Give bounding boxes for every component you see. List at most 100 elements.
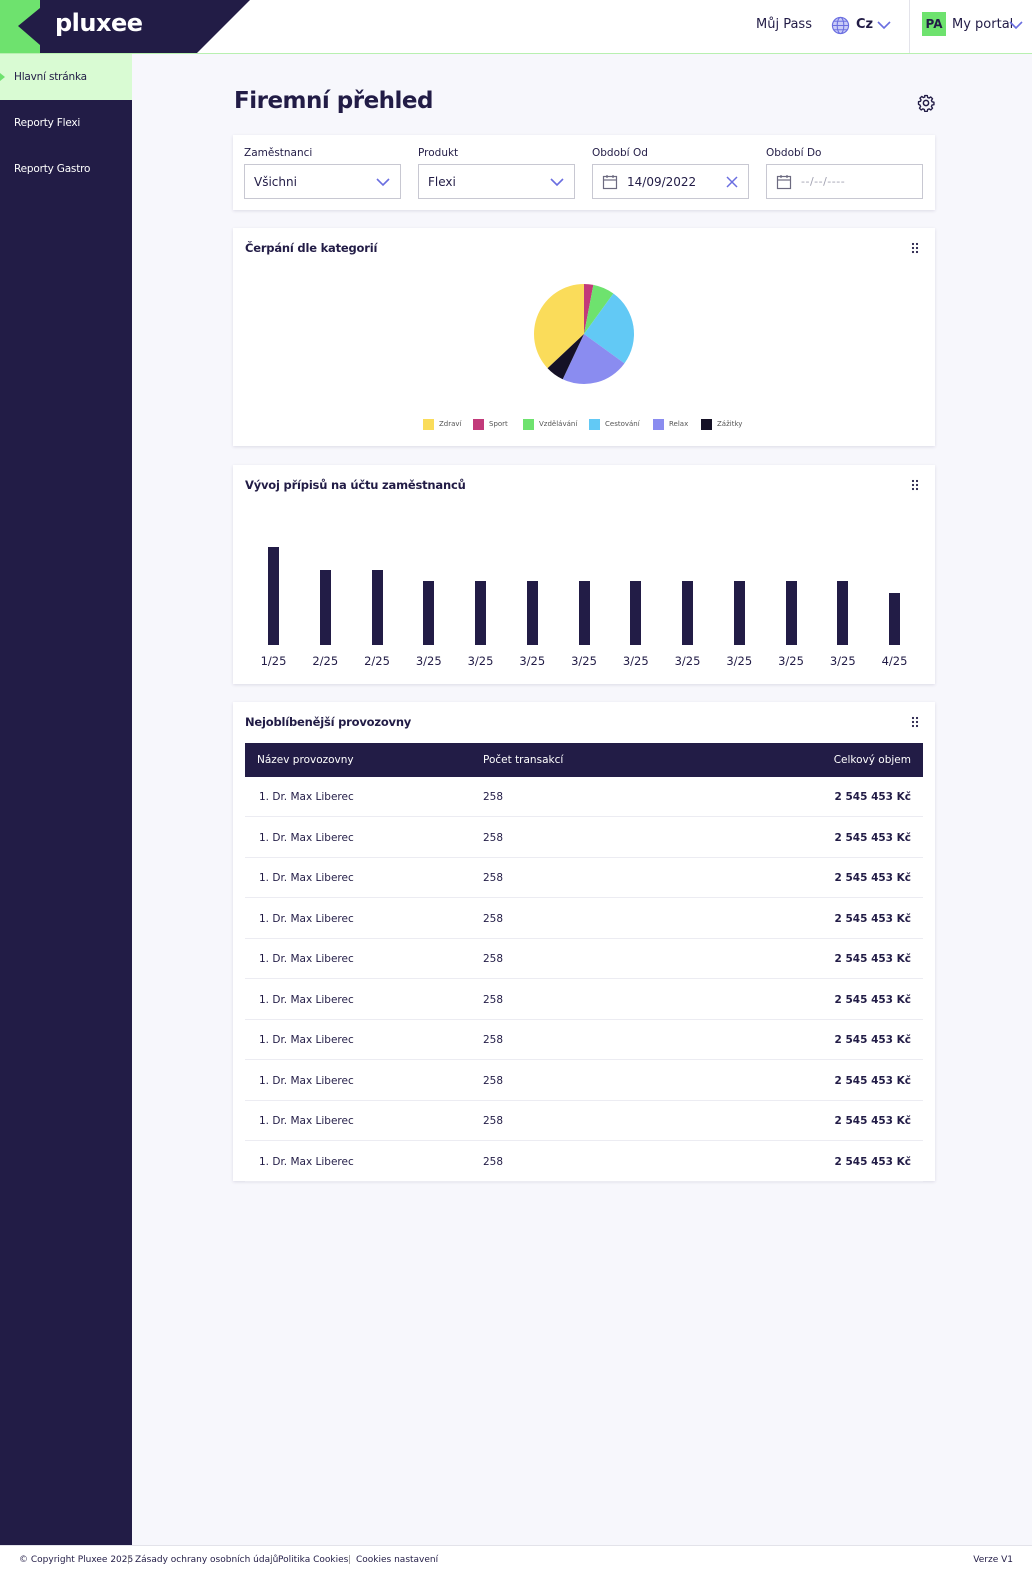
product-select[interactable]: Flexi — [418, 164, 575, 199]
period-from-value: 14/09/2022 — [627, 175, 697, 189]
volume-cell: 2 545 453 Kč — [834, 1034, 911, 1046]
venue-name-cell: 1. Dr. Max Liberec — [259, 831, 354, 844]
table-row[interactable]: 1. Dr. Max Liberec 258 2 545 453 Kč — [245, 818, 923, 858]
x-tick-label: 3/25 — [415, 654, 442, 668]
x-tick-label: 1/25 — [260, 654, 287, 668]
language-selector[interactable]: Cz — [856, 17, 874, 32]
bar-2[interactable] — [319, 569, 331, 645]
bar-9[interactable] — [682, 581, 693, 645]
footer-privacy-link[interactable]: Zásady ochrany osobních údajů — [135, 1555, 279, 1565]
venue-name-cell: 1. Dr. Max Liberec — [259, 1115, 354, 1127]
drag-handle-icon[interactable] — [911, 479, 919, 491]
x-tick-label: 3/25 — [829, 654, 856, 668]
legend-label: Zážitky — [717, 420, 743, 428]
bar-8[interactable] — [630, 581, 642, 645]
pie-slice-5[interactable] — [562, 334, 625, 384]
sidebar-item-label: Reporty Flexi — [14, 117, 81, 129]
drag-handle-icon[interactable] — [911, 242, 919, 254]
chevron-down-icon[interactable] — [877, 20, 891, 30]
table-row[interactable]: 1. Dr. Max Liberec 258 2 545 453 Kč — [245, 899, 923, 939]
product-value: Flexi — [428, 175, 456, 189]
pie-chart-card: Čerpání dle kategorií Zdraví Sport Vzděláv… — [233, 228, 935, 446]
table-row[interactable]: 1. Dr. Max Liberec 258 2 545 453 Kč — [245, 777, 923, 817]
sidebar-item-home[interactable]: Hlavní stránka — [0, 54, 132, 100]
table-row[interactable]: 1. Dr. Max Liberec 258 2 545 453 Kč — [245, 1061, 923, 1101]
transactions-cell: 258 — [483, 831, 504, 844]
table-row[interactable]: 1. Dr. Max Liberec 258 2 545 453 Kč — [245, 1101, 923, 1141]
employees-label: Zaměstnanci — [244, 147, 313, 159]
transactions-cell: 258 — [483, 872, 504, 884]
legend-label: Relax — [669, 420, 689, 428]
bar-13[interactable] — [889, 593, 900, 645]
footer-cookies-policy-link[interactable]: Politika Cookies — [278, 1555, 349, 1565]
legend-label: Zdraví — [439, 420, 462, 428]
column-header-volume[interactable]: Celkový objem — [833, 754, 911, 766]
venue-name-cell: 1. Dr. Max Liberec — [259, 791, 354, 803]
bar-12[interactable] — [837, 581, 849, 645]
transactions-cell: 258 — [483, 1115, 504, 1127]
venue-name-cell: 1. Dr. Max Liberec — [259, 872, 354, 884]
volume-cell: 2 545 453 Kč — [834, 1115, 911, 1127]
table-row[interactable]: 1. Dr. Max Liberec 258 2 545 453 Kč — [245, 980, 923, 1020]
bar-10[interactable] — [733, 581, 745, 645]
bar-1[interactable] — [268, 547, 279, 645]
my-portal-menu[interactable]: My portal — [952, 17, 1014, 32]
footer-separator: | — [127, 1555, 131, 1565]
footer-cookies-settings-link[interactable]: Cookies nastavení — [356, 1555, 439, 1565]
pie-chart-title: Čerpání dle kategorií — [245, 241, 378, 255]
header-divider — [909, 0, 910, 53]
bar-6[interactable] — [526, 581, 538, 645]
table-row[interactable]: 1. Dr. Max Liberec 258 2 545 453 Kč — [245, 858, 923, 898]
volume-cell: 2 545 453 Kč — [834, 791, 911, 803]
employees-select[interactable]: Všichni — [244, 164, 401, 199]
chevron-down-icon — [550, 178, 564, 187]
transactions-cell: 258 — [483, 993, 504, 1006]
x-tick-label: 3/25 — [778, 654, 804, 668]
column-header-venue[interactable]: Název provozovny — [257, 754, 354, 766]
x-tick-label: 3/25 — [519, 654, 546, 668]
footer-separator: | — [270, 1555, 274, 1565]
pie-slice-4[interactable] — [584, 293, 634, 364]
period-to-input[interactable]: --/--/---- — [766, 164, 923, 199]
avatar[interactable]: PA — [922, 12, 946, 36]
venue-name-cell: 1. Dr. Max Liberec — [259, 993, 354, 1006]
bar-4[interactable] — [423, 581, 435, 645]
drag-handle-icon[interactable] — [911, 716, 919, 728]
bar-7[interactable] — [578, 581, 590, 645]
gear-icon[interactable] — [917, 94, 935, 112]
period-from-input[interactable]: 14/09/2022 — [592, 164, 749, 199]
table-row[interactable]: 1. Dr. Max Liberec 258 2 545 453 Kč — [245, 939, 923, 979]
my-pass-link[interactable]: Můj Pass — [756, 17, 812, 32]
pie-slice-2[interactable] — [584, 284, 594, 334]
pie-slice-1[interactable] — [534, 284, 584, 369]
x-tick-label: 3/25 — [726, 654, 753, 668]
table-row[interactable]: 1. Dr. Max Liberec 258 2 545 453 Kč — [245, 1142, 923, 1182]
pie-slice-6[interactable] — [547, 334, 584, 380]
logo[interactable]: pluxee — [0, 0, 250, 53]
page-title: Firemní přehled — [234, 88, 434, 114]
bar-11[interactable] — [785, 581, 797, 645]
venue-name-cell: 1. Dr. Max Liberec — [259, 1074, 354, 1087]
table-row[interactable]: 1. Dr. Max Liberec 258 2 545 453 Kč — [245, 1020, 923, 1060]
bar-5[interactable] — [475, 581, 486, 645]
close-icon[interactable] — [726, 176, 738, 188]
product-label: Produkt — [418, 147, 459, 159]
transactions-cell: 258 — [483, 1034, 504, 1046]
chevron-down-icon[interactable] — [1009, 20, 1023, 30]
x-tick-label: 3/25 — [674, 654, 701, 668]
column-header-transactions[interactable]: Počet transakcí — [483, 754, 564, 766]
sidebar-item-reports-gastro[interactable]: Reporty Gastro — [0, 146, 132, 192]
legend-label: Cestování — [605, 420, 640, 428]
bar-3[interactable] — [371, 569, 383, 645]
calendar-icon — [776, 175, 792, 190]
legend-swatch — [701, 419, 712, 430]
period-to-label: Období Do — [766, 147, 822, 159]
footer-separator: | — [348, 1555, 352, 1565]
sidebar-item-reports-flexi[interactable]: Reporty Flexi — [0, 100, 132, 146]
volume-cell: 2 545 453 Kč — [834, 872, 911, 884]
globe-icon[interactable] — [831, 16, 850, 35]
pie-slice-3[interactable] — [584, 284, 614, 334]
venue-name-cell: 1. Dr. Max Liberec — [259, 1155, 354, 1168]
bar-chart-title: Vývoj přípisů na účtu zaměstnanců — [245, 478, 466, 492]
legend-swatch — [473, 419, 484, 430]
